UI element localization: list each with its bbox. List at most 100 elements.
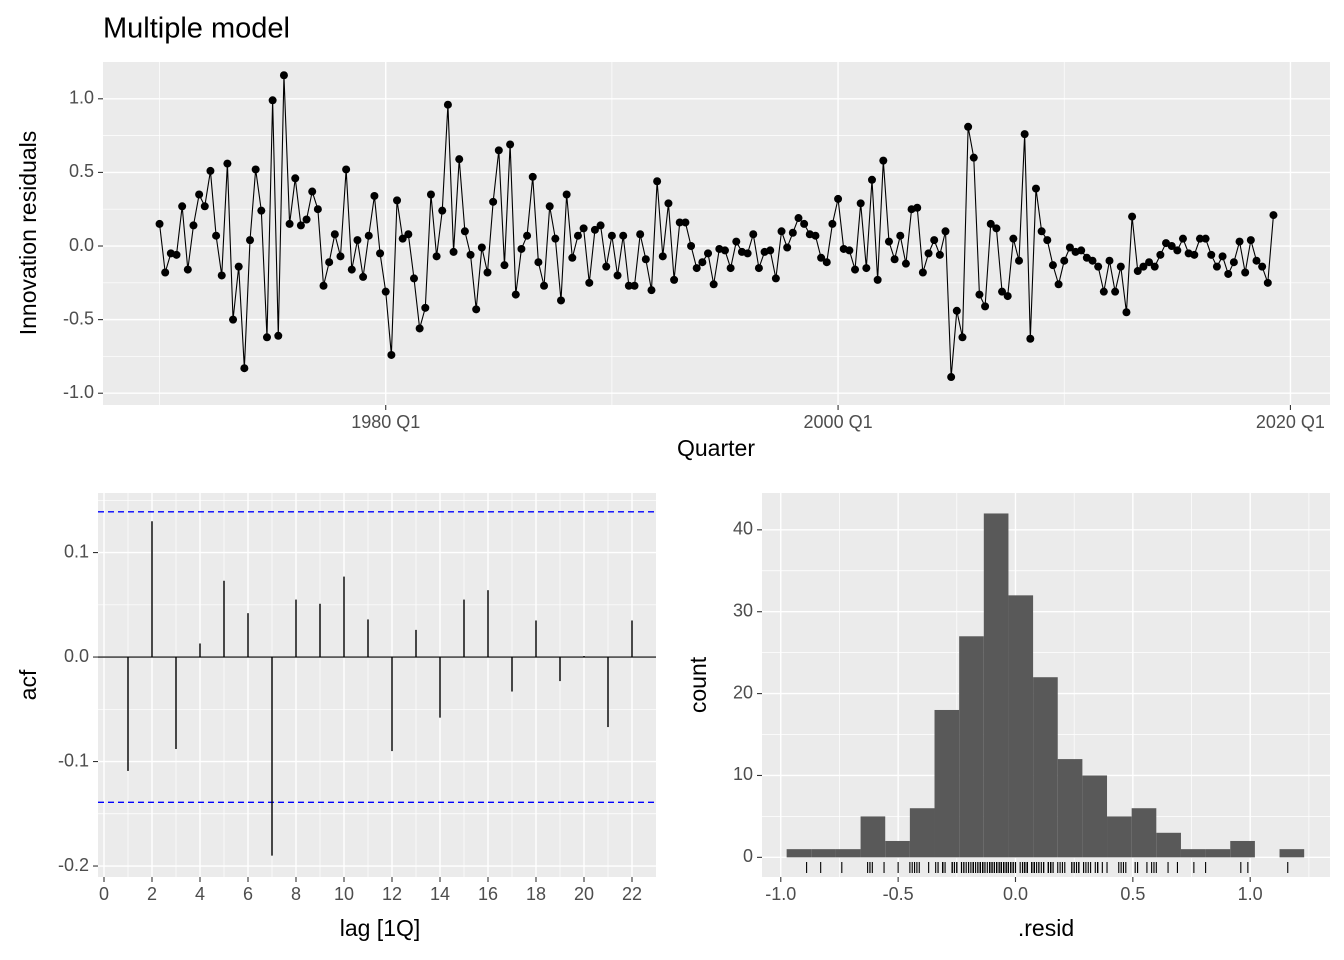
point [1105, 256, 1114, 265]
point [302, 215, 311, 224]
y-tick-label: -0.1 [58, 750, 89, 770]
point [664, 199, 673, 208]
point [206, 166, 215, 175]
point [545, 202, 554, 211]
point [438, 206, 447, 215]
y-tick-label: -0.5 [63, 308, 94, 328]
x-tick-label: 1980 Q1 [351, 412, 420, 432]
point [1026, 334, 1035, 343]
point [1094, 262, 1103, 271]
x-tick-label: 16 [478, 884, 498, 904]
point [851, 265, 860, 274]
point [992, 224, 1001, 233]
histogram-bar [1131, 808, 1157, 858]
point [834, 194, 843, 203]
y-axis-title: count [685, 656, 711, 713]
point [262, 333, 271, 342]
point [624, 281, 633, 290]
point [1048, 261, 1057, 270]
point [817, 253, 826, 262]
point [585, 278, 594, 287]
point [500, 261, 509, 270]
point [998, 287, 1007, 296]
point [257, 206, 266, 215]
y-axis-title: Innovation residuals [15, 131, 41, 336]
x-tick-label: -1.0 [765, 884, 796, 904]
point [590, 225, 599, 234]
point [212, 231, 221, 240]
point [234, 262, 243, 271]
histogram-bar [885, 840, 910, 858]
point [653, 177, 662, 186]
point [709, 280, 718, 289]
histogram-bar [1279, 849, 1305, 858]
point [347, 265, 356, 274]
x-tick-label: 18 [526, 884, 546, 904]
point [353, 236, 362, 245]
point [364, 231, 373, 240]
point [658, 252, 667, 261]
point [811, 231, 820, 240]
point [726, 264, 735, 273]
x-tick-label: 2 [147, 884, 157, 904]
point [246, 236, 255, 245]
x-tick-label: 2000 Q1 [804, 412, 873, 432]
point [947, 373, 956, 382]
histogram-bar [1057, 759, 1083, 858]
point [517, 244, 526, 253]
point [771, 274, 780, 283]
histogram-bar [959, 636, 984, 858]
point [732, 237, 741, 246]
point [754, 264, 763, 273]
point [749, 230, 758, 239]
histogram-bar [1082, 775, 1108, 858]
point [1258, 262, 1267, 271]
point [161, 268, 170, 277]
point [890, 255, 899, 264]
point [924, 249, 933, 258]
histogram-bar [983, 513, 1009, 858]
point [189, 221, 198, 230]
point [279, 71, 288, 80]
point [1060, 256, 1069, 265]
point [619, 231, 628, 240]
x-tick-label: 1.0 [1238, 884, 1263, 904]
point [1201, 234, 1210, 243]
point [415, 324, 424, 333]
histogram-bar [1180, 849, 1206, 858]
point [1218, 252, 1227, 261]
point [1173, 246, 1182, 255]
point [291, 174, 300, 183]
chart-title: Multiple model [103, 13, 290, 45]
point [607, 231, 616, 240]
point [958, 333, 967, 342]
point [1252, 256, 1261, 265]
histogram-bar [1230, 840, 1255, 858]
y-tick-label: 30 [733, 600, 753, 620]
point [1263, 278, 1272, 287]
point [1043, 236, 1052, 245]
point [681, 218, 690, 227]
histogram-bar [1033, 677, 1058, 858]
y-tick-label: 0.1 [64, 541, 89, 561]
point [172, 250, 181, 259]
point [1037, 227, 1046, 236]
point [1190, 250, 1199, 259]
y-tick-label: 0.0 [69, 235, 94, 255]
point [1128, 212, 1137, 221]
point [398, 234, 407, 243]
point [1009, 234, 1018, 243]
point [687, 242, 696, 251]
x-tick-label: 6 [243, 884, 253, 904]
point [794, 214, 803, 223]
x-tick-label: 4 [195, 884, 205, 904]
point [1235, 237, 1244, 246]
point [1269, 211, 1278, 220]
x-tick-label: 10 [334, 884, 354, 904]
point [777, 227, 786, 236]
point [975, 290, 984, 299]
point [647, 286, 656, 295]
point [477, 243, 486, 252]
point [800, 219, 809, 228]
